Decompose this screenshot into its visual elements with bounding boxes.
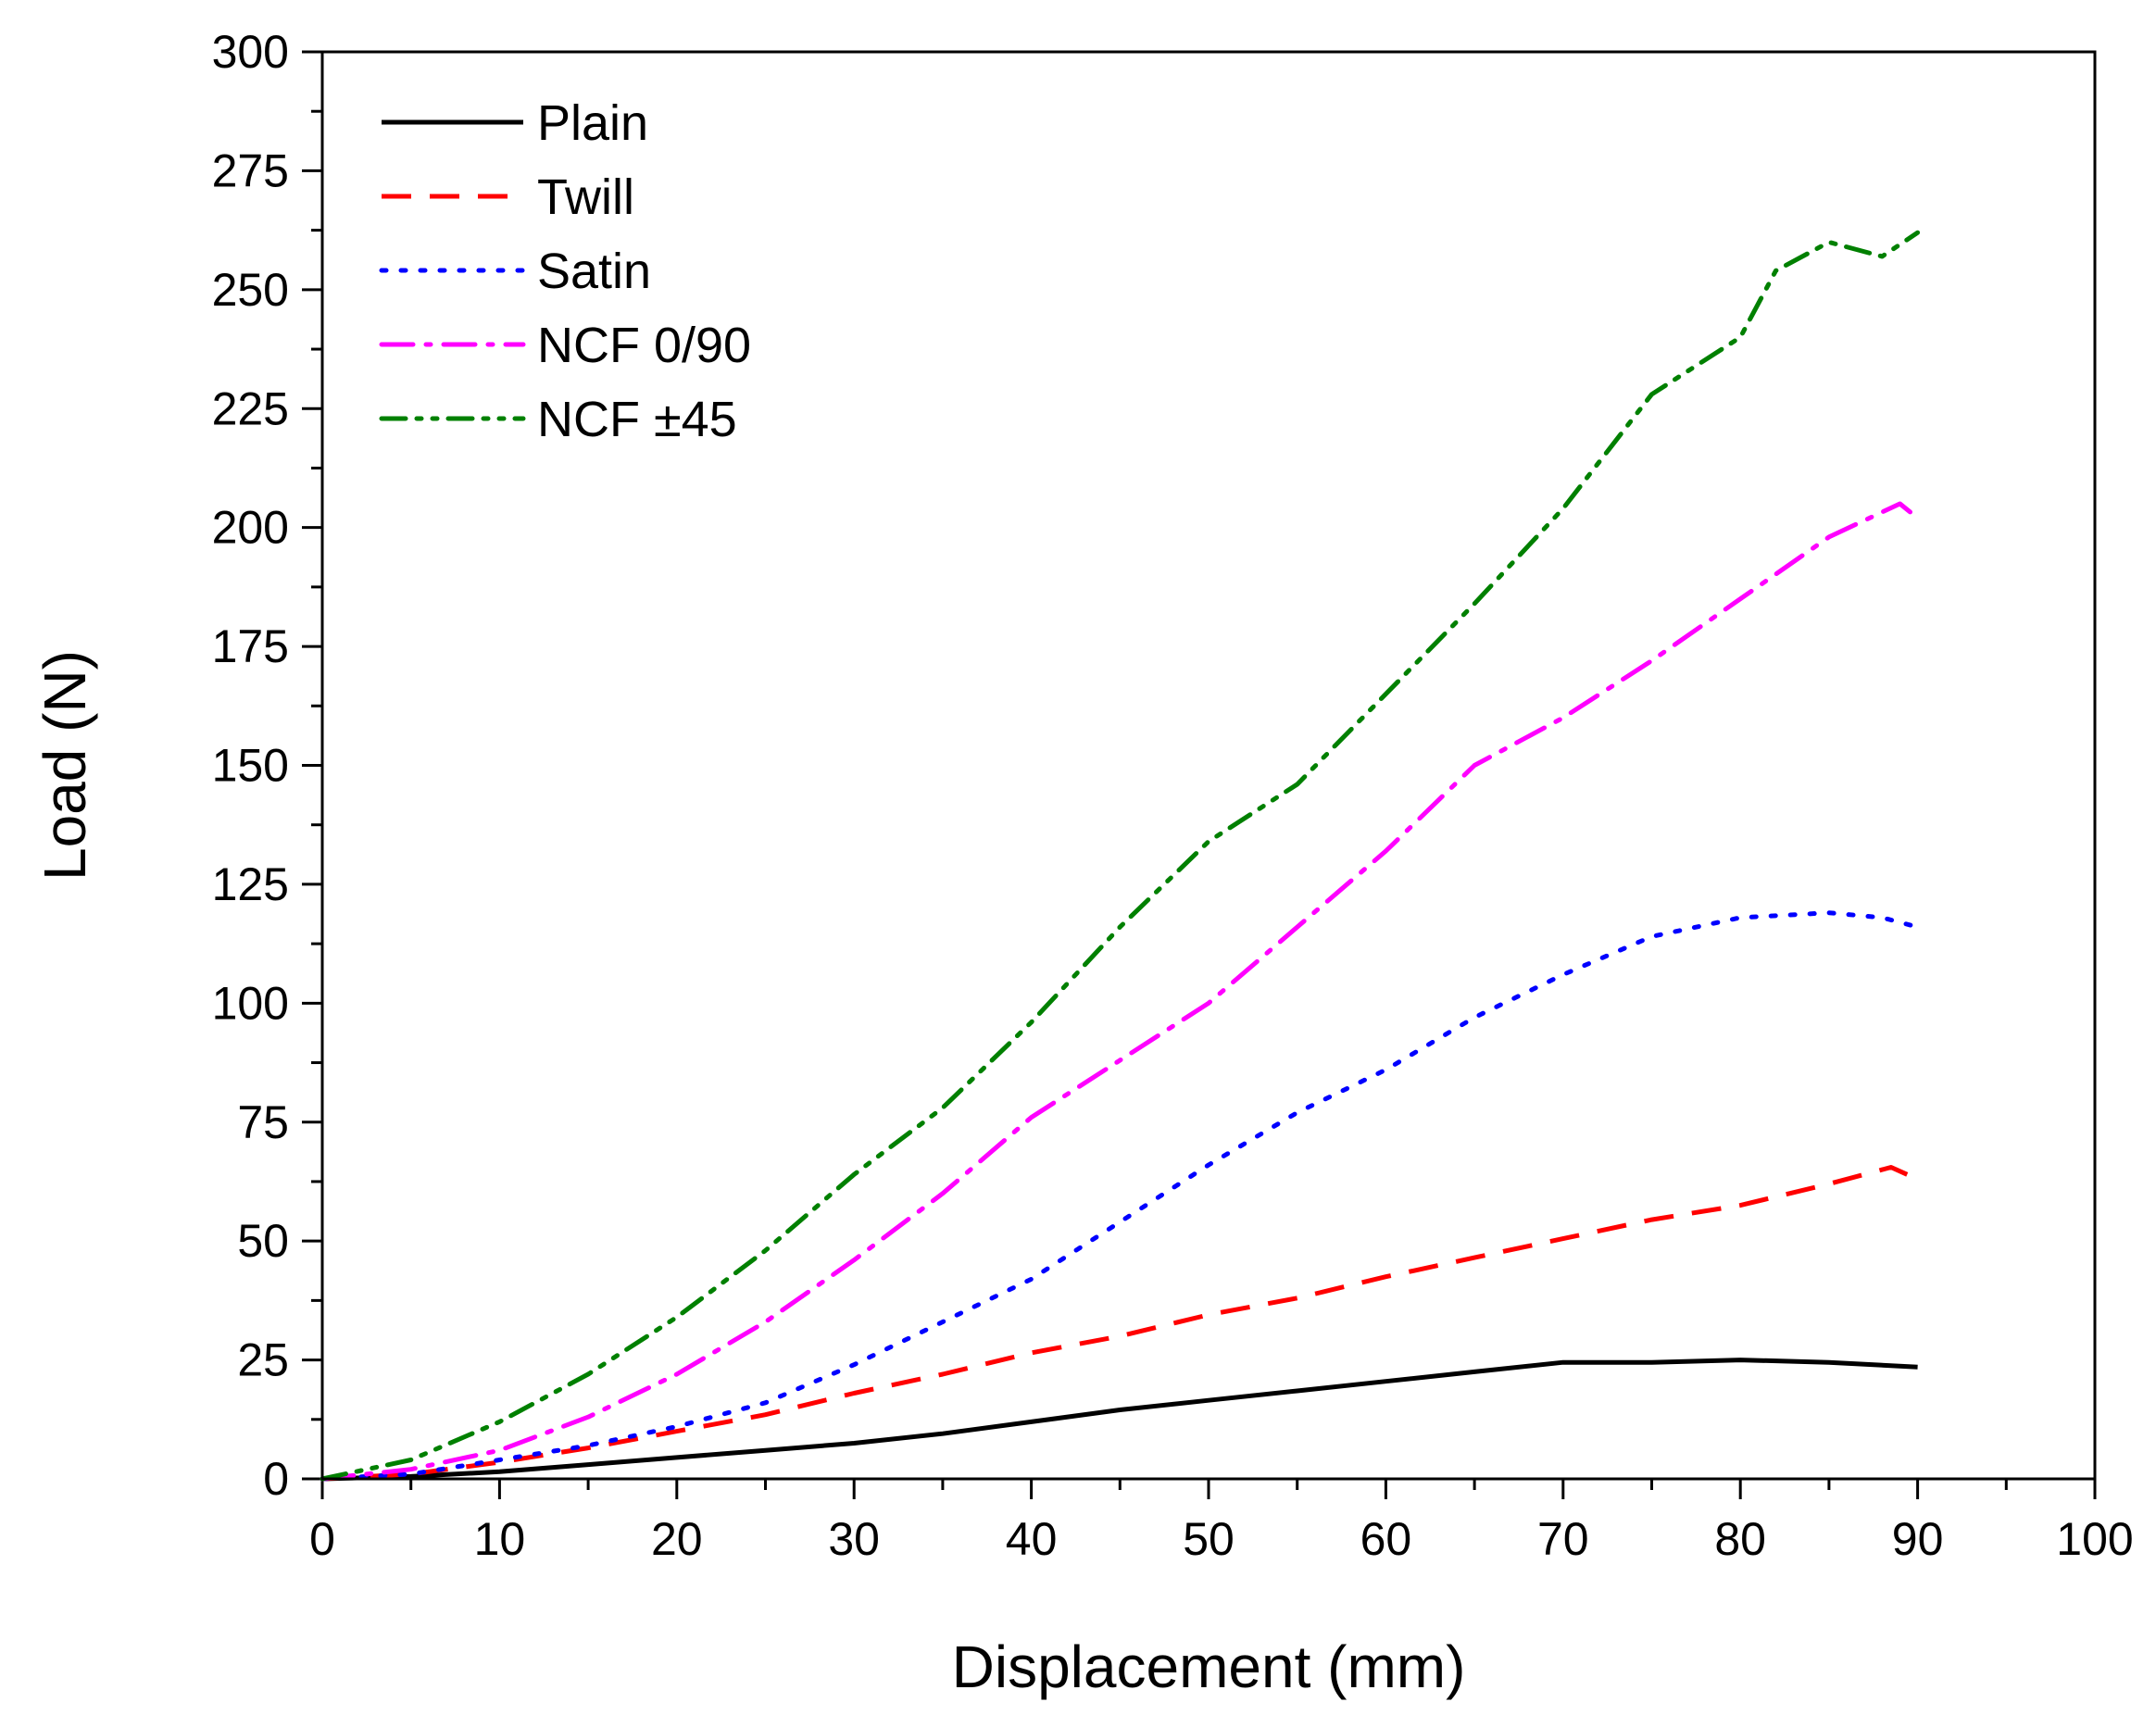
plot-frame [320,50,2097,1481]
y-tick-label: 300 [212,26,289,78]
x-tick-label: 0 [309,1513,335,1565]
y-tick-label: 275 [212,144,289,196]
y-tick-label: 150 [212,740,289,792]
legend-label: NCF ±45 [537,392,737,447]
legend-label: Twill [537,169,634,225]
legend-label: Plain [537,95,648,151]
x-tick-label: 90 [1892,1513,1944,1565]
x-tick-label: 10 [474,1513,526,1565]
x-tick-label: 70 [1537,1513,1589,1565]
y-tick-label: 225 [212,382,289,434]
y-tick-label: 50 [237,1215,289,1267]
x-tick-label: 20 [651,1513,703,1565]
x-tick-label: 40 [1006,1513,1058,1565]
x-axis-title: Displacement (mm) [952,1634,1466,1700]
legend-label: Satin [537,244,651,299]
y-tick-label: 75 [237,1096,289,1148]
y-tick-label: 200 [212,502,289,554]
x-tick-label: 80 [1714,1513,1766,1565]
y-tick-label: 100 [212,977,289,1029]
series-line-ncf-0-90 [320,501,1921,1482]
y-tick-label: 125 [212,858,289,910]
x-tick-label: 30 [828,1513,880,1565]
y-tick-label: 25 [237,1334,289,1386]
axis-ticks: 0 10 20 30 40 50 60 70 80 90 100 0 25 50 75 100 125 150 17… [212,26,2134,1565]
y-tick-label: 250 [212,264,289,316]
x-tick-label: 100 [2056,1513,2133,1565]
series-line-ncf-45 [320,230,1921,1482]
legend: Plain Twill Satin NCF 0/90 NCF ±45 [379,95,751,447]
legend-label: NCF 0/90 [537,318,751,373]
y-tick-label: 0 [263,1453,289,1505]
y-tick-label: 175 [212,620,289,672]
y-axis-title: Load (N) [31,650,98,881]
series-line-plain [321,1358,1918,1482]
series-lines [320,230,1921,1482]
x-tick-label: 60 [1360,1513,1412,1565]
x-tick-label: 50 [1183,1513,1235,1565]
